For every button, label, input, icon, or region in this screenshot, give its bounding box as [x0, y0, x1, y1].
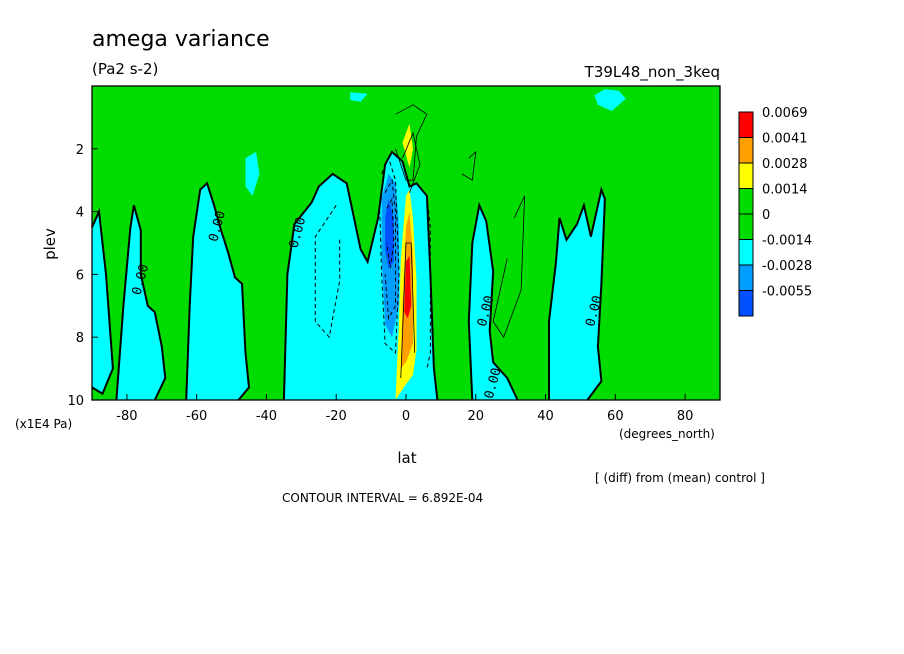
- contour-interval-note: CONTOUR INTERVAL = 6.892E-04: [282, 491, 483, 505]
- legend-label: 0.0069: [762, 106, 808, 121]
- legend-swatch: [738, 137, 754, 164]
- zero-contour-line: [91, 207, 114, 396]
- y-tick-label: 10: [67, 394, 84, 409]
- x-tick-label: 60: [607, 409, 624, 424]
- legend-label: -0.0028: [762, 259, 812, 274]
- legend-swatch: [738, 239, 754, 266]
- zero-contour-layer: [91, 150, 606, 401]
- negative-contour-line: [384, 178, 396, 321]
- x-tick-label: -20: [326, 409, 347, 424]
- x-axis-unit: (degrees_north): [619, 427, 715, 441]
- x-tick-label: 80: [677, 409, 694, 424]
- x-tick-label: -60: [186, 409, 207, 424]
- color-legend: 0.0069 0.0041 0.0028 0.0014 0 -0.0014 -0.0028 -…: [738, 106, 812, 317]
- zero-contour-line: [185, 181, 251, 401]
- contour-region-neg1: [350, 92, 368, 102]
- positive-contour-line: [402, 131, 421, 193]
- legend-swatch: [738, 264, 754, 291]
- plot-area: 0.000.00 0.000.000.000.00 -80 -60 -40 -20 0 20…: [67, 85, 721, 424]
- contour-region-neg1: [549, 189, 605, 400]
- y-tick-label: 4: [76, 206, 84, 221]
- contour-fill-layer: [92, 89, 626, 400]
- x-tick-label: 20: [468, 409, 485, 424]
- legend-swatch: [738, 111, 754, 138]
- diff-note: [ (diff) from (mean) control ]: [595, 471, 765, 485]
- positive-contour-line: [400, 242, 416, 379]
- zero-contour-line: [467, 201, 519, 401]
- negative-contour-line: [379, 156, 400, 354]
- run-id-label: T39L48_non_3keq: [584, 63, 720, 82]
- negative-contour-line: [426, 195, 431, 369]
- x-tick-label: 40: [537, 409, 554, 424]
- legend-label: 0.0028: [762, 157, 808, 172]
- contour-region-posmax: [404, 255, 412, 319]
- y-tick-label: 6: [76, 268, 84, 283]
- x-axis-label: lat: [397, 449, 416, 467]
- y-tick-label: 8: [76, 331, 84, 346]
- negative-contour-line: [386, 197, 395, 269]
- x-tick-label: -40: [256, 409, 277, 424]
- y-axis-unit: (x1E4 Pa): [15, 417, 72, 431]
- x-tick-label: -80: [116, 409, 137, 424]
- legend-label: 0.0014: [762, 183, 808, 198]
- legend-label: 0: [762, 208, 770, 223]
- x-axis-ticks: -80 -60 -40 -20 0 20 40 60 80: [116, 394, 693, 424]
- chart-title: amega variance: [92, 27, 270, 52]
- negative-contour-layer: [314, 156, 431, 369]
- zero-contour-line: [548, 186, 606, 401]
- contour-region-neg1: [186, 183, 249, 400]
- chart-units: (Pa2 s-2): [92, 60, 158, 78]
- positive-contour-line: [395, 104, 428, 181]
- contour-region-neg1: [92, 211, 113, 394]
- y-axis-ticks: 2 4 6 8 10: [67, 143, 98, 409]
- positive-contour-line: [461, 150, 477, 181]
- legend-swatch: [738, 188, 754, 215]
- contour-region-neg3: [385, 199, 394, 269]
- legend-label: 0.0041: [762, 132, 808, 147]
- legend-label: -0.0014: [762, 234, 812, 249]
- y-axis-label: plev: [41, 228, 59, 260]
- legend-swatch: [738, 162, 754, 189]
- positive-contour-layer: [395, 104, 525, 379]
- x-tick-label: 0: [402, 409, 410, 424]
- legend-swatch: [738, 290, 754, 317]
- y-tick-label: 2: [76, 143, 84, 158]
- zero-contour-line: [115, 205, 167, 401]
- positive-contour-line: [492, 195, 525, 339]
- contour-region-neg1: [594, 89, 626, 112]
- contour-region-neg1: [245, 151, 260, 196]
- legend-swatch: [738, 213, 754, 240]
- legend-label: -0.0055: [762, 285, 812, 300]
- contour-region-neg1: [468, 205, 518, 400]
- negative-contour-line: [314, 205, 341, 339]
